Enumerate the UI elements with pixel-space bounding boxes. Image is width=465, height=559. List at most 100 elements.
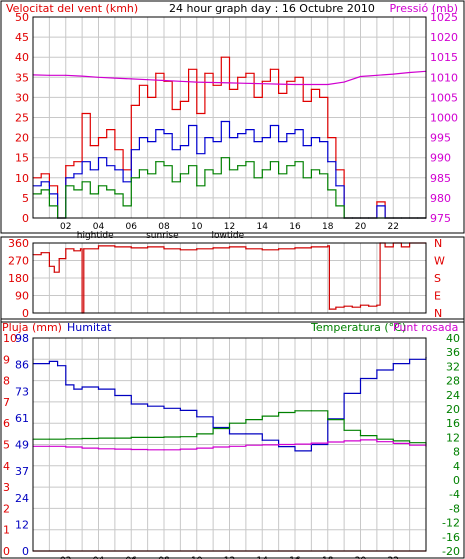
wind-series-gust-point: [138, 84, 141, 86]
direction-series-point: [40, 252, 42, 254]
wind-series-pressure-point: [147, 79, 149, 81]
temp-series-dewpoint-point: [261, 444, 263, 446]
temp-x-tick: 02: [60, 556, 71, 559]
wind-series-average-point: [294, 128, 296, 131]
temp-series-humidity-point: [261, 439, 263, 441]
wind-series-minimum-point: [155, 161, 157, 163]
temp-series-dewpoint-point: [81, 447, 83, 449]
direction-series-point: [212, 247, 214, 249]
direction-series-point: [179, 249, 181, 251]
wind-series-pressure-point: [65, 74, 67, 76]
wind-series-gust-point: [179, 100, 181, 103]
wind-series-average-point: [89, 169, 91, 171]
temp-series-temperature-point: [343, 429, 345, 431]
wind-series-minimum-point: [114, 193, 116, 195]
pressure-y-tick: 990: [430, 152, 451, 165]
temp-series-humidity-point: [48, 360, 50, 363]
wind-series-average-point: [171, 149, 173, 151]
temp-series-humidity-point: [343, 392, 345, 394]
direction-series-point: [114, 246, 116, 248]
wind-series-average-point: [228, 137, 231, 139]
wind-series-gust-point: [114, 149, 116, 151]
wind-series-minimum-point: [220, 157, 222, 159]
direction-compass-tick: S: [434, 272, 441, 285]
temp-series-humidity-point: [65, 384, 67, 386]
temp-series-dewpoint-point: [294, 443, 296, 445]
direction-degree-ticks: 0 90 180 270 360: [8, 237, 29, 320]
pressure-y-tick: 975: [430, 212, 451, 225]
direction-series-point: [278, 248, 280, 250]
temp-series-dewpoint-point: [228, 445, 231, 447]
wind-series-average-point: [114, 169, 116, 171]
rain-tick: 6: [3, 417, 10, 430]
wind-series-pressure-point: [179, 80, 181, 82]
temperature-tick: 36: [446, 346, 460, 359]
temp-x-ticks: 02 04 06 08 10 12 14 16 18 20 22: [60, 556, 399, 559]
wind-series-minimum-point: [278, 173, 280, 175]
wind-series-pressure-point: [245, 82, 247, 84]
wind-series-pressure-point: [409, 71, 411, 74]
temp-series-temperature-point: [327, 419, 329, 421]
wind-series-average-point: [310, 137, 312, 139]
temp-panel-frame: [0, 318, 465, 559]
humidity-tick: 37: [15, 465, 29, 478]
temp-series-humidity-point: [81, 386, 83, 388]
humidity-tick: 86: [15, 359, 29, 372]
rain-tick: 1: [3, 524, 10, 537]
wind-series-gust-point: [294, 76, 296, 78]
temp-series-temperature-point: [130, 436, 132, 438]
wind-series-pressure-point: [196, 81, 198, 83]
wind-series-average-point: [253, 141, 255, 143]
wind-y-tick: 5: [22, 192, 29, 205]
wind-series-gust-point: [147, 96, 149, 98]
temp-series-dewpoint-point: [97, 448, 100, 450]
wind-series-gust-point: [245, 72, 247, 74]
wind-x-tick: 06: [126, 222, 138, 232]
temperature-axis-label: Temperatura (°C): [310, 321, 406, 334]
rain-tick: 7: [3, 396, 10, 409]
direction-series-point: [261, 249, 263, 251]
wind-x-tick: 20: [355, 222, 367, 232]
wind-series-gust-point: [212, 84, 214, 86]
wind-series-minimum-point: [187, 165, 190, 167]
temperature-tick: 0: [453, 474, 460, 487]
wind-series-pressure-point: [294, 83, 296, 86]
wind-series-average-point: [155, 128, 157, 131]
direction-series-point: [368, 305, 370, 307]
wind-series-minimum-point: [245, 161, 247, 163]
wind-series-gust-point: [81, 112, 83, 115]
temp-series-temperature-point: [228, 422, 231, 424]
wind-x-tick: 16: [289, 222, 301, 232]
wind-series-gust-point: [261, 80, 263, 82]
direction-compass-tick: N: [434, 237, 442, 250]
wind-series-average-point: [245, 128, 247, 131]
temp-series-humidity-point: [56, 365, 59, 367]
temp-series-temperature-point: [359, 435, 362, 437]
direction-series-point: [384, 246, 386, 248]
wind-series-average-point: [286, 132, 288, 135]
temp-series-temperature: [33, 410, 427, 445]
humidity-tick: 12: [15, 518, 29, 531]
wind-series-average-point: [163, 132, 165, 135]
temperature-tick: 20: [446, 403, 460, 416]
wind-series-average-point: [318, 141, 321, 143]
rain-tick: 3: [3, 481, 10, 494]
pressure-y-tick: 985: [430, 172, 451, 185]
wind-series-average-point: [204, 137, 206, 139]
wind-series-average-point: [106, 165, 108, 167]
temp-series-humidity-point: [163, 407, 165, 409]
wind-x-tick: 08: [158, 222, 170, 232]
wind-series-average-point: [212, 141, 214, 143]
wind-series-average-point: [81, 161, 83, 163]
temp-series-dewpoint-point: [196, 447, 198, 449]
pressure-y-tick: 1025: [430, 11, 458, 24]
direction-series-point: [58, 257, 60, 260]
wind-series-gust-point: [89, 145, 91, 147]
direction-series-point: [245, 248, 247, 250]
temp-series-temperature-point: [81, 437, 83, 440]
wind-series-minimum-point: [269, 161, 272, 163]
wind-annotation: sunrise: [146, 231, 179, 241]
